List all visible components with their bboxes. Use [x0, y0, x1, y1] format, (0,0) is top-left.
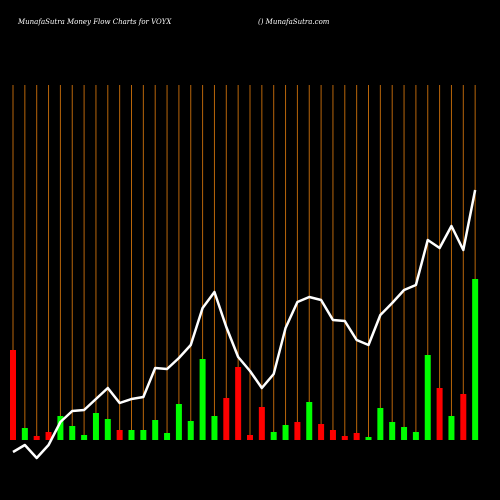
bar — [448, 416, 455, 440]
bar — [424, 355, 431, 440]
bar — [472, 279, 479, 440]
bar — [57, 416, 64, 440]
bar — [258, 407, 265, 440]
bar — [306, 402, 313, 440]
bar — [460, 394, 467, 440]
bar — [81, 435, 88, 440]
bar — [377, 408, 384, 440]
bar — [318, 424, 325, 440]
bar — [199, 359, 206, 440]
bar — [128, 430, 135, 440]
bar — [175, 404, 182, 440]
bar — [341, 436, 348, 440]
bar — [104, 419, 111, 440]
bar — [436, 388, 443, 440]
bar — [353, 433, 360, 440]
bar — [247, 435, 253, 440]
bar — [235, 367, 242, 440]
bar — [10, 350, 16, 440]
bar — [294, 422, 301, 440]
chart-title: MunafaSutra Money Flow Charts for VOYX — [17, 18, 172, 26]
bar — [92, 413, 99, 440]
bar — [187, 421, 194, 440]
bar — [270, 432, 277, 440]
bar — [164, 433, 171, 440]
bar — [329, 430, 336, 440]
bar — [45, 432, 52, 440]
chart-subtitle: () MunafaSutra.com — [258, 18, 330, 26]
bar — [365, 437, 372, 440]
bar — [69, 426, 76, 440]
bar — [401, 427, 408, 440]
bar — [412, 432, 419, 440]
money-flow-line — [12, 189, 477, 460]
bar — [282, 425, 289, 440]
bar — [211, 416, 218, 440]
bar — [33, 436, 40, 440]
bar — [140, 430, 147, 440]
bar — [116, 430, 123, 440]
bar — [389, 422, 396, 440]
bar — [21, 428, 28, 440]
bar — [152, 420, 159, 440]
bar — [223, 398, 230, 440]
